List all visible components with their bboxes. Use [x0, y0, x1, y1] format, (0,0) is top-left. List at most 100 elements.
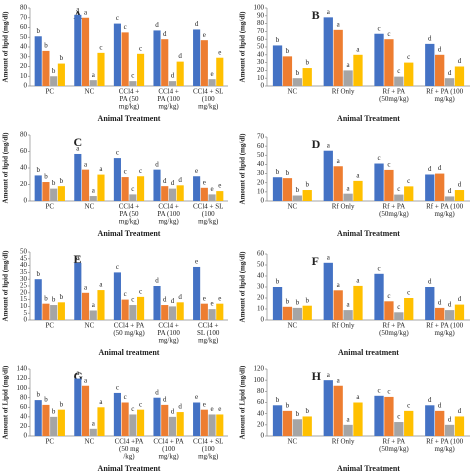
bar-letter: a: [356, 277, 360, 285]
bar: [208, 194, 216, 201]
panel-label: F: [312, 254, 319, 268]
bar: [34, 175, 42, 201]
bar-letter: c: [397, 303, 400, 311]
bar-letter: c: [124, 290, 127, 298]
bar-letter: b: [52, 179, 56, 187]
bar-letter: b: [60, 54, 64, 62]
y-tick-label: 25: [20, 282, 28, 290]
bar: [121, 32, 129, 86]
y-tick-label: 0: [261, 82, 265, 90]
x-tick-label: CCl4 + SL: [193, 203, 223, 211]
bar: [57, 186, 65, 201]
bar: [333, 29, 343, 86]
bar: [129, 305, 137, 320]
bar-letter: b: [36, 270, 40, 278]
bar-letter: b: [52, 296, 56, 304]
bar: [193, 29, 201, 86]
bar: [176, 302, 184, 320]
bar: [50, 416, 58, 436]
bar-letter: b: [296, 186, 300, 194]
bar-letter: b: [60, 293, 64, 301]
bar-letter: c: [387, 292, 390, 300]
x-tick-label: PC: [46, 203, 55, 211]
bar-letter: d: [438, 45, 442, 53]
bar: [374, 163, 384, 201]
x-tick-label: NC: [85, 438, 95, 446]
bar: [208, 414, 216, 436]
bar: [81, 169, 90, 201]
bar-letter: c: [99, 43, 102, 51]
bar: [353, 285, 363, 320]
bar-letter: a: [76, 5, 80, 13]
bar-letter: d: [448, 187, 452, 195]
bar-letter: d: [428, 396, 432, 404]
bar-letter: e: [218, 182, 221, 190]
y-axis-label: Amount of Lipid (mg/dl): [2, 365, 10, 439]
y-tick-label: 40: [20, 43, 28, 51]
x-tick-label: CCl4 +: [119, 88, 140, 96]
bar-letter: c: [387, 30, 390, 38]
bar-letter: d: [448, 415, 452, 423]
bar: [161, 39, 169, 86]
bar-letter: c: [377, 154, 380, 162]
x-tick-label: NC: [288, 438, 298, 446]
bar: [282, 306, 293, 320]
x-tick-label: NC: [85, 322, 95, 330]
x-tick-label: NC: [288, 88, 298, 96]
bar: [302, 68, 312, 86]
bar: [353, 402, 363, 436]
bar: [302, 305, 312, 320]
y-tick-label: 5: [24, 309, 28, 317]
x-axis-label: Animal Treatment: [98, 114, 161, 123]
y-tick-label: 80: [257, 387, 265, 395]
bar: [200, 40, 208, 86]
bar-letter: e: [203, 31, 206, 39]
x-tick-label: Rf Only: [332, 438, 355, 446]
y-tick-label: 0: [24, 432, 28, 440]
bar-letter: d: [163, 296, 167, 304]
x-tick-label: CCl4 +PA: [115, 438, 144, 446]
x-tick-label: NC: [288, 322, 298, 330]
bar-letter: d: [458, 181, 462, 189]
bar: [89, 428, 97, 436]
x-tick-label: mg/kg): [158, 453, 179, 461]
bar-letter: a: [99, 398, 103, 406]
bar: [42, 182, 50, 201]
y-tick-label: 80: [20, 393, 28, 401]
bar: [161, 186, 169, 201]
bar-letter: b: [296, 299, 300, 307]
bar: [394, 422, 404, 436]
y-tick-label: 20: [257, 420, 265, 428]
bar-letter: c: [116, 263, 119, 271]
bar-letter: c: [131, 185, 134, 193]
bar: [89, 196, 97, 201]
bar: [343, 310, 353, 320]
panel-label: E: [74, 252, 82, 266]
bar: [282, 56, 293, 86]
y-tick-label: 80: [257, 19, 265, 27]
y-tick-label: 100: [17, 384, 28, 392]
x-tick-label: NC: [288, 203, 298, 211]
y-tick-label: 0: [24, 316, 28, 324]
bar: [454, 304, 465, 320]
x-tick-label: (100: [202, 210, 215, 218]
bar: [384, 396, 394, 436]
y-tick-label: 15: [20, 295, 28, 303]
bar: [384, 39, 394, 86]
bar: [176, 61, 184, 86]
bar-letter: d: [178, 293, 182, 301]
y-tick-label: 60: [257, 250, 265, 258]
bar: [384, 301, 394, 320]
bar: [200, 187, 208, 201]
bar: [34, 400, 42, 436]
bar-letter: b: [44, 173, 48, 181]
x-tick-label: mg/kg): [435, 445, 456, 453]
bar: [161, 404, 169, 436]
bar-letter: d: [428, 165, 432, 173]
x-axis-label: Animal Treatment: [337, 464, 400, 473]
bar-letter: d: [155, 21, 159, 29]
bar-letter: e: [195, 393, 198, 401]
bar-letter: d: [438, 299, 442, 307]
bar: [323, 150, 333, 201]
bar-letter: d: [458, 57, 462, 65]
